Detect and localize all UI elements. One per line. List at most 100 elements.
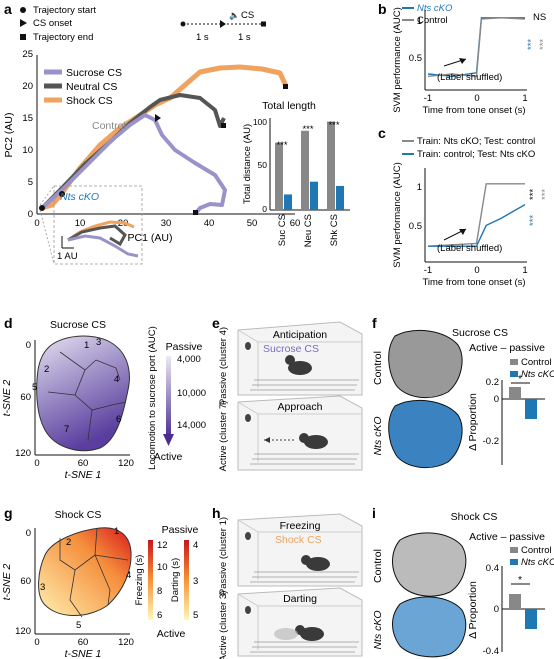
i-row2: Nts cKO — [372, 610, 384, 649]
d-xticks: 0 60 120 — [34, 458, 134, 469]
pc2-tick: 0 — [28, 209, 33, 220]
pc2-tick: 20 — [22, 81, 33, 92]
i-bars — [509, 594, 537, 629]
svg-text:4: 4 — [114, 374, 119, 385]
onset-marker-icon — [20, 19, 27, 27]
svg-text:4,000: 4,000 — [177, 354, 201, 365]
svg-text:60: 60 — [78, 458, 89, 469]
pc1-tick: 10 — [75, 218, 86, 229]
cs-schematic: 🔈 CS 1 s 1 s — [180, 10, 266, 43]
g-darting-colorbar — [184, 540, 189, 620]
g-ylabel: t-SNE 2 — [1, 563, 13, 600]
svg-text:2: 2 — [44, 364, 49, 375]
g-xticks: 0 60 120 — [34, 637, 134, 648]
pc1-tick: 40 — [204, 218, 215, 229]
g-cluster-labels: 1 2 3 4 5 — [40, 526, 131, 631]
b-ylabel: SVM performance (AUC) — [392, 7, 403, 113]
b-annotation: (Label shuffled) — [437, 72, 502, 83]
g-xlabel: t-SNE 1 — [65, 648, 102, 659]
e-box-bottom: Approach — [237, 395, 363, 471]
f-nts-map — [388, 400, 463, 469]
trajectory-start-point — [39, 205, 45, 211]
f-bars — [509, 387, 537, 419]
c-xlabel: Time from tone onset (s) — [422, 277, 525, 288]
trajectory-end-point — [221, 123, 226, 128]
delta-bar — [525, 399, 537, 419]
svg-text:10: 10 — [157, 562, 168, 573]
svg-text:6: 6 — [157, 610, 162, 621]
f-ylabel: Δ Proportion — [467, 393, 479, 451]
legend-trajectory-end: Trajectory end — [33, 32, 93, 43]
legend-trajectory-start: Trajectory start — [33, 5, 96, 16]
svg-text:8: 8 — [157, 586, 162, 597]
svg-text:7: 7 — [64, 424, 69, 435]
pc2-tick: 25 — [22, 49, 33, 60]
control-label: Control — [92, 120, 126, 132]
c-legend-1: Train: Nts cKO; Test: control — [417, 136, 535, 147]
bar-nts — [310, 181, 318, 210]
panel-f: f Sucrose CS Active – passive Control Nt… — [372, 315, 554, 469]
e-top-cs: Sucrose CS — [263, 343, 319, 355]
g-darting-label: Darting (s) — [170, 558, 181, 602]
svg-text:0: 0 — [26, 528, 31, 539]
bar-categories: Suc CS Neu CS Shk CS — [277, 214, 340, 247]
cs-schematic-t1: 1 s — [196, 32, 209, 43]
svg-text:12: 12 — [157, 540, 168, 551]
i-star: * — [518, 574, 522, 586]
c-legend-2: Train: control; Test: Nts cKO — [417, 149, 535, 160]
bar-star: *** — [276, 140, 287, 151]
trajectory-end-point — [283, 84, 288, 89]
pc2-tick: 10 — [22, 145, 33, 156]
d-colorbar-label: Locomotion to sucrose port (AUC) — [147, 326, 158, 470]
i-subtitle: Active – passive — [469, 531, 545, 543]
pc2-ticks: 0 5 10 15 20 25 — [22, 49, 33, 220]
svg-text:-0.4: -0.4 — [483, 646, 499, 657]
panel-label-g: g — [4, 505, 13, 521]
panel-label-a: a — [4, 1, 12, 17]
panel-h: h Freezing Shock CS Passive (cluster 1) — [212, 505, 363, 659]
h-bottom-title: Darting — [283, 593, 317, 605]
svg-text:0: 0 — [494, 394, 499, 405]
svg-text:3: 3 — [96, 337, 101, 348]
trajectory-end-point — [193, 210, 198, 215]
bar-stars: *** *** *** — [276, 120, 339, 151]
mouse-freezing-icon — [306, 557, 330, 571]
f-legend-nts: Nts cKO — [521, 369, 554, 380]
svg-text:0: 0 — [474, 93, 479, 104]
inset-sucrose-trajectory — [67, 234, 139, 258]
d-ylabel: t-SNE 2 — [1, 379, 13, 416]
e-bottom-side: Active (cluster 7) — [218, 401, 229, 472]
bar-title: Total length — [262, 100, 316, 112]
f-yticks: 0.2 0 -0.2 — [483, 377, 499, 447]
h-top-title: Freezing — [280, 520, 321, 532]
panel-label-f: f — [372, 315, 377, 331]
f-star: * — [518, 373, 522, 385]
panel-e: e Anticipation Sucrose CS Passive (clust… — [212, 315, 363, 472]
panel-g: g Shock CS 1 2 3 4 5 0 60 120 0 60 120 t… — [1, 505, 199, 659]
svg-text:120: 120 — [118, 637, 134, 648]
svg-text:-0.2: -0.2 — [483, 436, 499, 447]
d-yticks: 0 60 120 — [15, 340, 31, 459]
bar-ytick: 50 — [258, 160, 268, 170]
bar-control — [301, 130, 309, 210]
svg-text:60: 60 — [20, 576, 31, 587]
e-top-title: Anticipation — [273, 329, 327, 341]
pc2-tick: 5 — [28, 177, 33, 188]
panel-d: d Sucrose CS 1 2 3 4 5 6 7 0 60 120 0 — [1, 315, 206, 481]
i-ylabel: Δ Proportion — [467, 581, 479, 639]
svg-text:3: 3 — [193, 576, 198, 587]
e-box-top: Anticipation Sucrose CS — [237, 321, 363, 396]
g-darting-ticks: 4 3 5 — [193, 540, 198, 621]
svg-text:0: 0 — [34, 458, 39, 469]
d-tsne-map — [36, 335, 130, 452]
svg-text:120: 120 — [118, 458, 134, 469]
svg-text:1: 1 — [84, 340, 89, 351]
d-colorbar-top: Passive — [166, 341, 203, 353]
panel-label-d: d — [4, 315, 13, 331]
b-ns: NS — [533, 12, 546, 23]
h-box-top: Freezing Shock CS — [237, 513, 363, 587]
svg-text:1: 1 — [114, 526, 119, 537]
svg-text:4: 4 — [193, 540, 198, 551]
svg-text:10,000: 10,000 — [177, 388, 206, 399]
